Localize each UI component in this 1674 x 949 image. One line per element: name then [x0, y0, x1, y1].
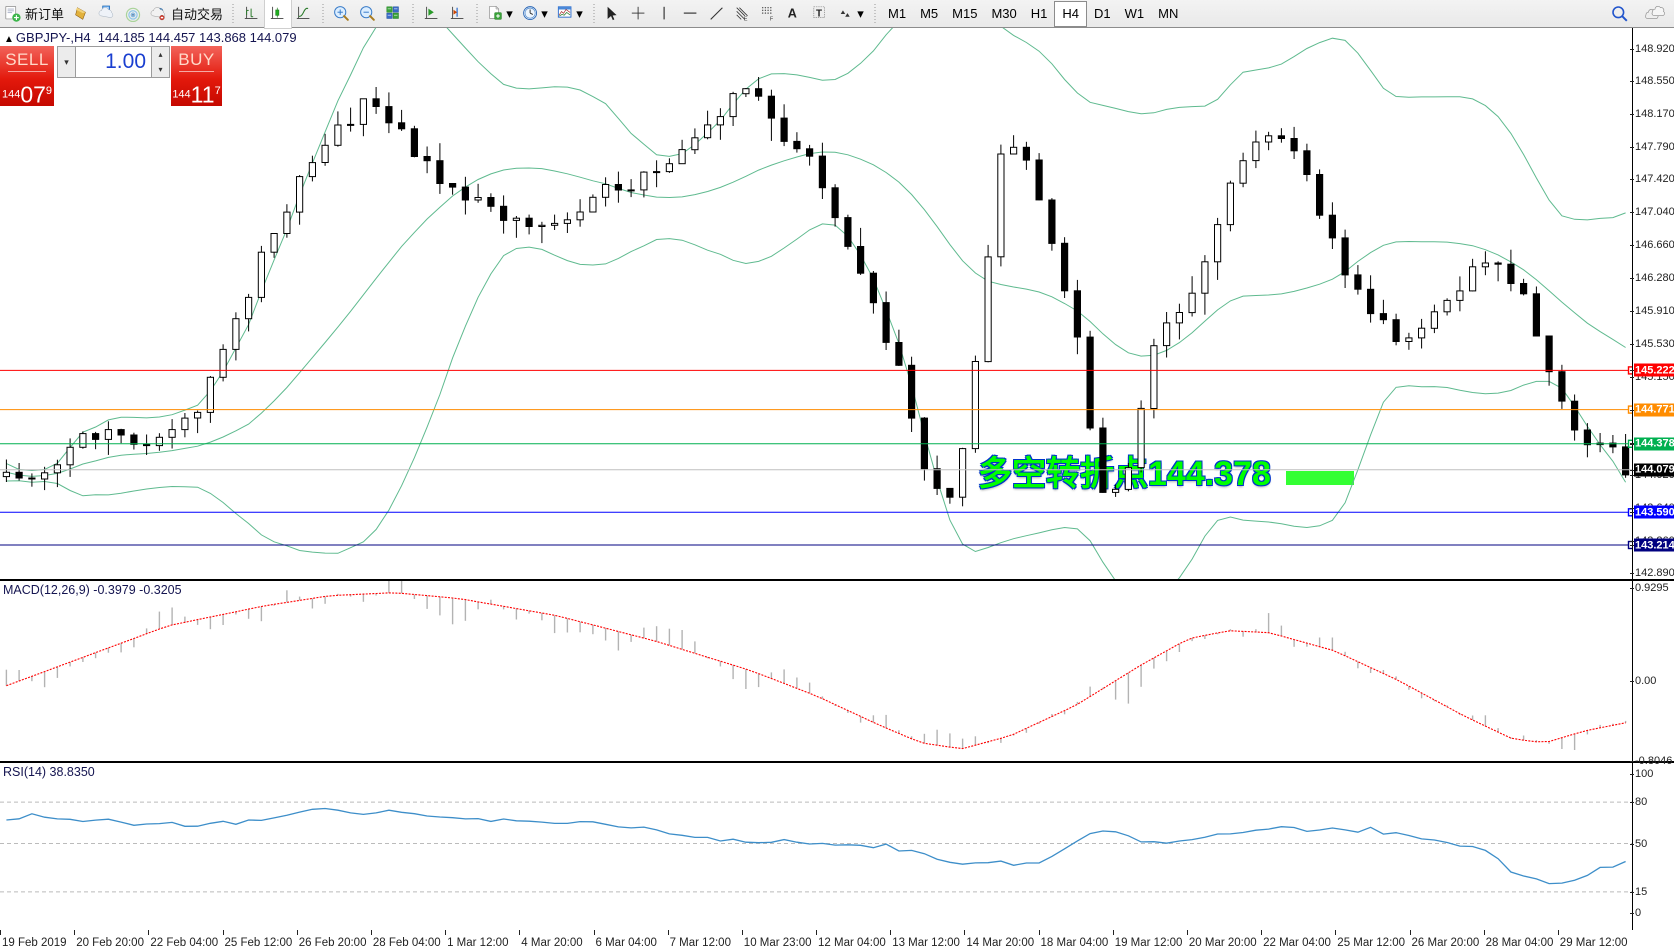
svg-text:T: T	[816, 8, 822, 19]
svg-text:E: E	[744, 16, 748, 22]
svg-text:F: F	[770, 16, 774, 22]
svg-text:A: A	[788, 6, 797, 20]
